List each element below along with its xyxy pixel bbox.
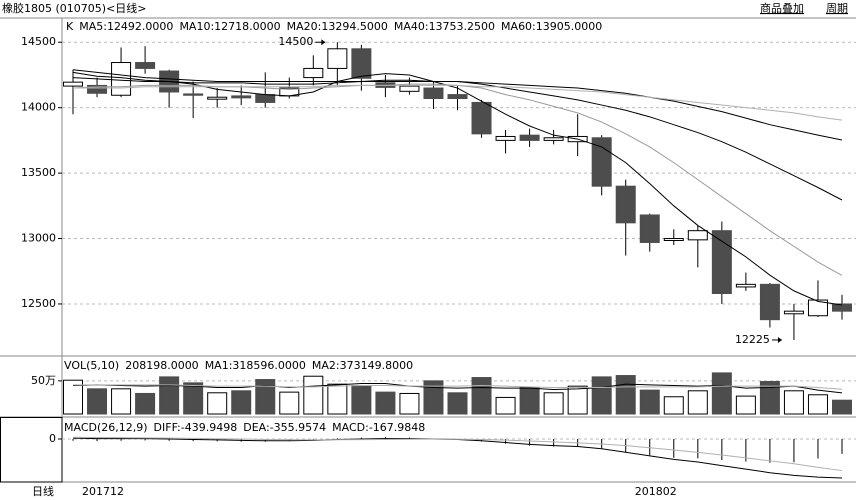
y-tick-label: 12500 xyxy=(21,297,56,310)
ma-line xyxy=(73,84,843,121)
ma-line xyxy=(72,383,843,394)
volume-bar xyxy=(87,388,108,415)
candle-body xyxy=(87,84,108,94)
volume-bar xyxy=(159,376,180,415)
volume-bar xyxy=(495,396,516,415)
candle-body xyxy=(687,230,708,241)
candle-body xyxy=(663,238,684,241)
candle-body xyxy=(351,48,372,79)
legend-entry: K xyxy=(66,20,74,33)
ma-line xyxy=(72,69,843,141)
candle-body xyxy=(135,62,156,69)
period-button[interactable]: 周期 xyxy=(826,2,848,15)
candle-body xyxy=(183,93,204,96)
legend-entry: MACD:-167.9848 xyxy=(332,421,425,434)
volume-bar xyxy=(303,375,324,415)
volume-bar xyxy=(711,372,732,415)
legend-entry: MACD(26,12,9) xyxy=(64,421,148,434)
candle-body xyxy=(255,94,276,103)
volume-bar xyxy=(615,375,636,415)
volume-bar xyxy=(207,392,228,415)
volume-bar xyxy=(135,392,156,415)
annotation-arrowhead xyxy=(777,336,782,343)
page-title: 橡胶1805 (010705)<日线> xyxy=(2,1,147,15)
volume-bar xyxy=(567,385,588,415)
y-tick-label: 13000 xyxy=(21,232,56,245)
volume-bar xyxy=(399,392,420,415)
candle-body xyxy=(111,62,132,96)
ma-line xyxy=(73,384,843,390)
volume-bar xyxy=(735,395,756,415)
volume-bar xyxy=(63,379,83,415)
volume-bar xyxy=(639,389,660,415)
candle-body xyxy=(327,48,348,69)
candle-body xyxy=(759,283,780,321)
candle-body xyxy=(711,230,732,294)
candle-body xyxy=(231,95,252,99)
candle-body xyxy=(447,94,468,100)
volume-bar xyxy=(447,392,468,415)
y-tick-label: 14500 xyxy=(21,35,56,48)
legend-entry: MA20:13294.5000 xyxy=(287,20,388,33)
axis-box xyxy=(0,417,63,483)
volume-bar xyxy=(783,390,804,415)
period-label: 日线 xyxy=(32,484,54,498)
legend-entry: DIFF:-439.9498 xyxy=(154,421,238,434)
legend-entry: DEA:-355.9574 xyxy=(243,421,326,434)
volume-bar xyxy=(423,380,444,415)
candle-body xyxy=(832,303,852,312)
ma-line xyxy=(72,436,843,472)
candle-body xyxy=(63,81,83,87)
candle-body xyxy=(639,214,660,243)
candle-body xyxy=(423,87,444,100)
candle-body xyxy=(807,299,828,317)
volume-bar xyxy=(375,391,396,415)
candle-body xyxy=(543,137,564,141)
volume-bar xyxy=(591,376,612,415)
candle-body xyxy=(615,185,636,224)
legend-entry: MA10:12718.0000 xyxy=(179,20,280,33)
candle-body xyxy=(471,101,492,135)
volume-bar xyxy=(759,381,780,415)
y-tick-label: 0 xyxy=(49,432,56,445)
legend-entry: 208198.0000 xyxy=(125,359,198,372)
legend-entry: MA2:373149.8000 xyxy=(312,359,413,372)
legend-entry: VOL(5,10) xyxy=(64,359,119,372)
candle-body xyxy=(519,134,540,141)
candle-body xyxy=(303,67,324,79)
candle-body xyxy=(207,96,228,100)
volume-bar xyxy=(543,392,564,415)
volume-bar xyxy=(279,391,300,415)
candle-body xyxy=(399,85,420,92)
annotation: 14500 xyxy=(278,35,313,48)
legend-entry: MA5:12492.0000 xyxy=(79,20,173,33)
overlay-button[interactable]: 商品叠加 xyxy=(760,1,804,15)
volume-bar xyxy=(519,386,540,415)
candle-body xyxy=(495,135,516,141)
annotation-arrowhead xyxy=(321,39,326,46)
x-tick-label: 201712 xyxy=(82,485,124,498)
volume-bar xyxy=(351,385,372,415)
y-tick-label: 50万 xyxy=(31,374,56,387)
volume-bar xyxy=(327,383,348,415)
volume-bar xyxy=(111,388,132,415)
volume-bar xyxy=(231,390,252,415)
legend-entry: MA1:318596.0000 xyxy=(205,359,306,372)
volume-bar xyxy=(255,379,276,415)
annotation: 12225 xyxy=(735,333,770,346)
volume-bar xyxy=(832,399,852,415)
volume-bar xyxy=(471,377,492,415)
volume-bar xyxy=(687,390,708,415)
y-tick-label: 14000 xyxy=(21,101,56,114)
legend-entry: MA40:13753.2500 xyxy=(394,20,495,33)
legend-entry: MA60:13905.0000 xyxy=(501,20,602,33)
candle-body xyxy=(735,283,756,288)
volume-bar xyxy=(663,396,684,415)
candle-body xyxy=(783,310,804,315)
volume-bar xyxy=(807,394,828,415)
x-tick-label: 201802 xyxy=(635,485,677,498)
y-tick-label: 13500 xyxy=(21,166,56,179)
volume-bar xyxy=(183,382,204,415)
